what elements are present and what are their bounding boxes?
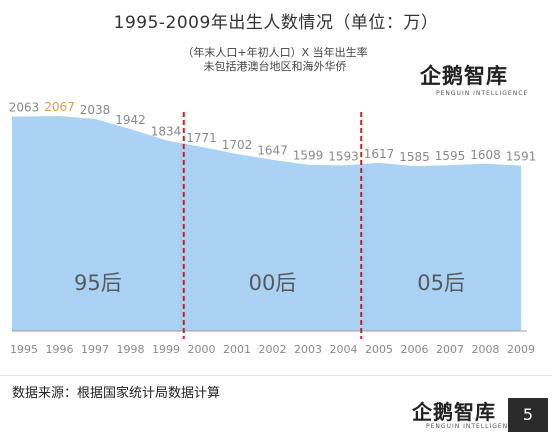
data-label: 1595	[435, 149, 466, 163]
data-label: 1617	[364, 147, 395, 161]
data-label: 1834	[151, 124, 182, 138]
x-tick-label: 2004	[330, 343, 358, 356]
x-tick-label: 2007	[436, 343, 464, 356]
x-tick-label: 2000	[188, 343, 216, 356]
data-label: 1591	[506, 150, 537, 164]
data-label: 2067	[44, 100, 75, 114]
x-tick-label: 1999	[152, 343, 180, 356]
penguin-logo-bottom: 企鹅智库	[412, 400, 496, 424]
data-source: 数据来源：根据国家统计局数据计算	[12, 386, 221, 401]
chart-note-exclusion: 未包括港澳台地区和海外华侨	[203, 60, 347, 73]
data-label: 1593	[328, 149, 359, 163]
x-tick-label: 1998	[117, 343, 145, 356]
penguin-logo-bottom-sub: PENGUIN INTELLIGENCE	[426, 423, 519, 430]
data-label: 1599	[293, 149, 324, 163]
x-tick-label: 2005	[365, 343, 393, 356]
x-tick-label: 2006	[401, 343, 429, 356]
data-label: 2038	[80, 103, 111, 117]
segment-label: 05后	[417, 271, 465, 295]
segment-label: 95后	[74, 271, 122, 295]
data-label: 1608	[470, 148, 501, 162]
data-label: 1585	[399, 150, 430, 164]
chart-note-formula: （年末人口+年初人口）X 当年出生率	[182, 46, 368, 59]
chart-title: 1995-2009年出生人数情况（单位：万）	[113, 13, 439, 33]
segment-label: 00后	[249, 271, 297, 295]
x-tick-label: 1996	[46, 343, 74, 356]
x-tick-label: 1997	[81, 343, 109, 356]
x-tick-label: 2001	[223, 343, 251, 356]
x-tick-label: 2009	[507, 343, 535, 356]
x-tick-label: 1995	[10, 343, 38, 356]
footer-divider	[0, 375, 552, 376]
penguin-logo-top: 企鹅智库	[420, 63, 508, 88]
birth-chart: 1995 1996 1997 1998 1999 2000 2001 2002 2003 2004…	[9, 100, 537, 356]
x-tick-label: 2003	[294, 343, 322, 356]
x-tick-label: 2002	[259, 343, 287, 356]
data-label: 2063	[9, 100, 40, 114]
x-tick-label: 2008	[472, 343, 500, 356]
data-label: 1942	[115, 113, 146, 127]
area-fill	[12, 116, 521, 331]
data-label: 1702	[222, 138, 253, 152]
penguin-logo-top-sub: PENGUIN INTELLIGENCE	[436, 90, 529, 97]
data-label: 1771	[186, 131, 217, 145]
data-label: 1647	[257, 144, 288, 158]
page-number: 5	[508, 398, 548, 432]
